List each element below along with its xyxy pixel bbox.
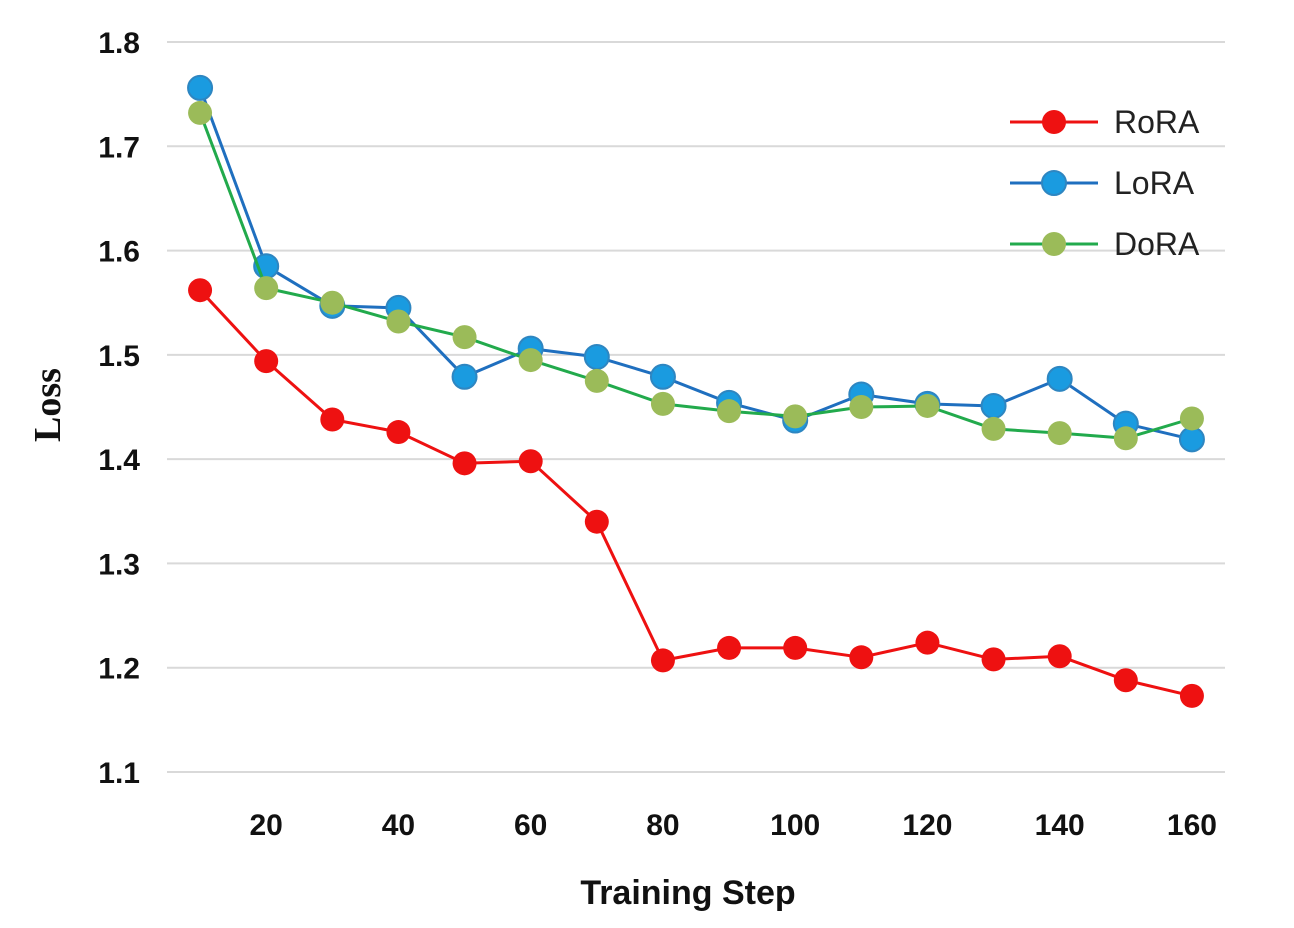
data-point-rora xyxy=(452,451,477,476)
legend-label: RoRA xyxy=(1114,104,1200,140)
x-tick-label: 40 xyxy=(382,809,415,842)
y-tick-label: 1.3 xyxy=(98,548,140,581)
series-lora xyxy=(187,74,1205,453)
y-tick-label: 1.7 xyxy=(98,131,140,164)
data-point-lora xyxy=(583,343,610,370)
series-line-lora xyxy=(198,87,1193,441)
data-point-dora xyxy=(915,393,940,418)
data-point-dora xyxy=(849,395,874,419)
data-point-lora xyxy=(187,74,214,101)
legend-item-dora: DoRA xyxy=(1010,226,1200,262)
data-point-rora xyxy=(915,630,940,655)
legend-marker xyxy=(1041,170,1067,196)
data-point-dora xyxy=(188,100,213,125)
x-tick-label: 20 xyxy=(250,809,283,842)
data-point-lora xyxy=(1178,426,1205,453)
data-point-lora xyxy=(649,363,676,390)
data-point-rora xyxy=(783,635,808,660)
y-tick-label: 1.5 xyxy=(98,340,140,373)
legend: RoRA LoRA DoRA xyxy=(1010,104,1200,262)
x-axis-ticks: 20 40 60 80 100 120 140 160 xyxy=(250,809,1217,842)
data-point-rora xyxy=(1179,683,1204,708)
x-tick-label: 60 xyxy=(514,809,547,842)
data-point-dora xyxy=(783,404,808,429)
gridlines xyxy=(167,41,1225,773)
legend-marker xyxy=(1042,232,1066,256)
y-axis-title: Loss xyxy=(27,368,69,442)
data-point-dora xyxy=(452,325,477,350)
data-point-rora xyxy=(1113,668,1138,693)
legend-marker xyxy=(1042,110,1066,134)
data-point-dora xyxy=(320,290,345,315)
plot-series xyxy=(187,74,1205,708)
data-point-rora xyxy=(518,449,543,474)
data-point-rora xyxy=(188,278,213,303)
data-point-rora xyxy=(650,648,675,673)
data-point-rora xyxy=(717,635,742,660)
legend-item-rora: RoRA xyxy=(1010,104,1200,140)
series-dora xyxy=(188,100,1204,451)
x-tick-label: 120 xyxy=(902,809,952,842)
data-point-rora xyxy=(849,645,874,670)
data-point-dora xyxy=(1113,426,1138,451)
data-point-lora xyxy=(980,392,1007,419)
legend-label: DoRA xyxy=(1114,226,1200,262)
x-tick-label: 140 xyxy=(1035,809,1085,842)
data-point-lora xyxy=(1046,365,1073,392)
y-tick-label: 1.6 xyxy=(98,236,140,269)
series-line-rora xyxy=(199,289,1193,698)
data-point-dora xyxy=(518,348,543,373)
y-tick-label: 1.2 xyxy=(98,653,140,686)
data-point-dora xyxy=(254,276,279,301)
y-tick-label: 1.1 xyxy=(98,757,140,790)
x-tick-label: 80 xyxy=(646,809,679,842)
data-point-rora xyxy=(1047,644,1072,669)
data-point-dora xyxy=(584,368,609,393)
data-point-rora xyxy=(981,647,1006,672)
series-rora xyxy=(188,278,1204,708)
data-point-dora xyxy=(386,309,411,334)
legend-label: LoRA xyxy=(1114,165,1195,201)
y-tick-label: 1.8 xyxy=(98,27,140,60)
data-point-dora xyxy=(650,391,675,416)
x-tick-label: 160 xyxy=(1167,809,1217,842)
data-point-rora xyxy=(584,509,609,534)
data-point-rora xyxy=(386,420,411,445)
data-point-dora xyxy=(981,416,1006,441)
data-point-lora xyxy=(451,363,478,390)
data-point-dora xyxy=(1047,421,1072,446)
legend-item-lora: LoRA xyxy=(1010,165,1195,201)
data-point-rora xyxy=(254,349,279,374)
data-point-dora xyxy=(717,399,742,424)
data-point-rora xyxy=(320,407,345,432)
series-line-dora xyxy=(198,112,1193,440)
x-axis-title: Training Step xyxy=(580,874,795,912)
y-tick-label: 1.4 xyxy=(98,444,140,477)
y-axis-ticks: 1.1 1.2 1.3 1.4 1.5 1.6 1.7 1.8 xyxy=(98,27,140,790)
x-tick-label: 100 xyxy=(770,809,820,842)
data-point-dora xyxy=(1179,406,1204,431)
